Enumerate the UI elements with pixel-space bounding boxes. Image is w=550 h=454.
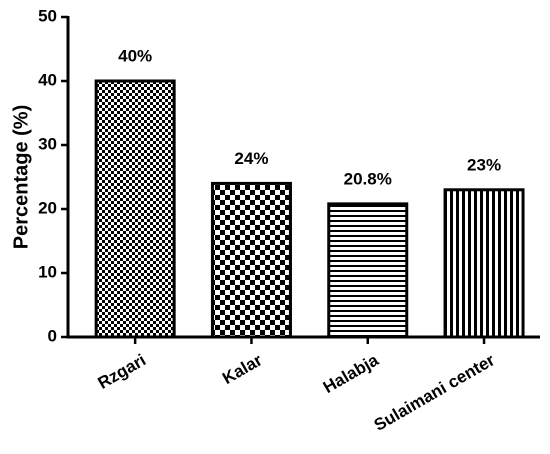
y-tick-label: 30 — [38, 134, 57, 153]
bar — [210, 181, 292, 339]
x-tick-label: Halabja — [320, 350, 382, 397]
y-tick-label: 0 — [48, 326, 57, 345]
value-label: 40% — [118, 46, 152, 65]
y-tick-label: 10 — [38, 262, 57, 281]
x-tick-label: Rzgari — [95, 350, 150, 392]
bar — [94, 79, 176, 339]
x-tick-label: Sulaimani center — [371, 350, 499, 435]
bar — [443, 188, 525, 339]
value-label: 23% — [467, 155, 501, 174]
y-axis-label: Percentage (%) — [10, 105, 32, 250]
y-tick-label: 50 — [38, 6, 57, 25]
y-tick-label: 20 — [38, 198, 57, 217]
value-label: 24% — [234, 149, 268, 168]
value-label: 20.8% — [344, 169, 392, 188]
y-tick-label: 40 — [38, 70, 57, 89]
bar — [327, 202, 409, 339]
x-tick-label: Kalar — [219, 350, 266, 388]
